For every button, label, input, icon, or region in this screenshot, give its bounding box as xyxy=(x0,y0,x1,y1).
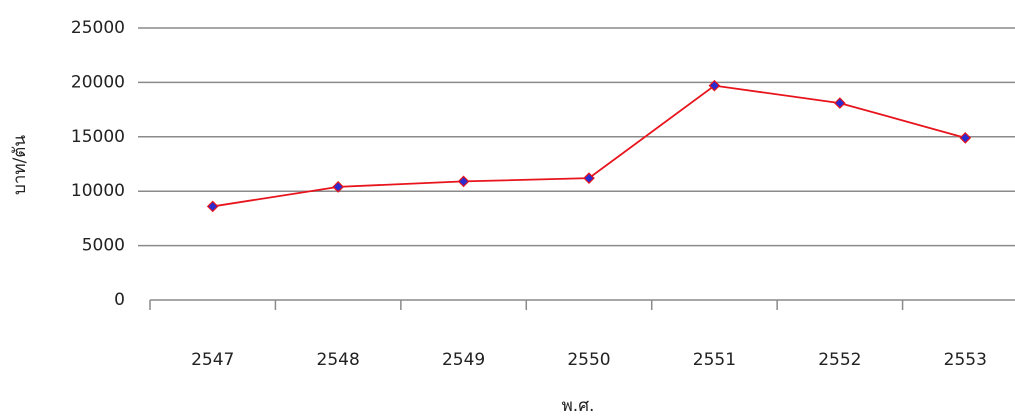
y-tick-label: 25000 xyxy=(71,18,125,38)
y-tick-label: 5000 xyxy=(82,236,125,256)
y-tick-label: 10000 xyxy=(71,181,125,201)
marker xyxy=(206,200,219,213)
marker xyxy=(332,180,344,193)
y-tick-label: 0 xyxy=(114,290,125,310)
marker xyxy=(834,97,846,109)
x-tick-label: 2547 xyxy=(191,350,234,370)
x-tick-label: 2552 xyxy=(818,350,861,370)
y-tick-label: 15000 xyxy=(71,127,125,147)
x-tick-label: 2550 xyxy=(567,350,610,370)
marker xyxy=(457,175,470,188)
marker xyxy=(959,132,972,144)
x-tick-label: 2549 xyxy=(442,350,485,370)
x-tick-label: 2551 xyxy=(693,350,736,370)
x-axis-title: พ.ศ. xyxy=(562,396,595,416)
x-tick-label: 2548 xyxy=(317,350,360,370)
line xyxy=(212,84,966,208)
marker xyxy=(708,79,721,92)
y-tick-label: 20000 xyxy=(71,72,125,92)
marker xyxy=(583,172,595,184)
x-tick-label: 2553 xyxy=(944,350,987,370)
y-axis-title: บาท/ตัน xyxy=(10,135,30,195)
